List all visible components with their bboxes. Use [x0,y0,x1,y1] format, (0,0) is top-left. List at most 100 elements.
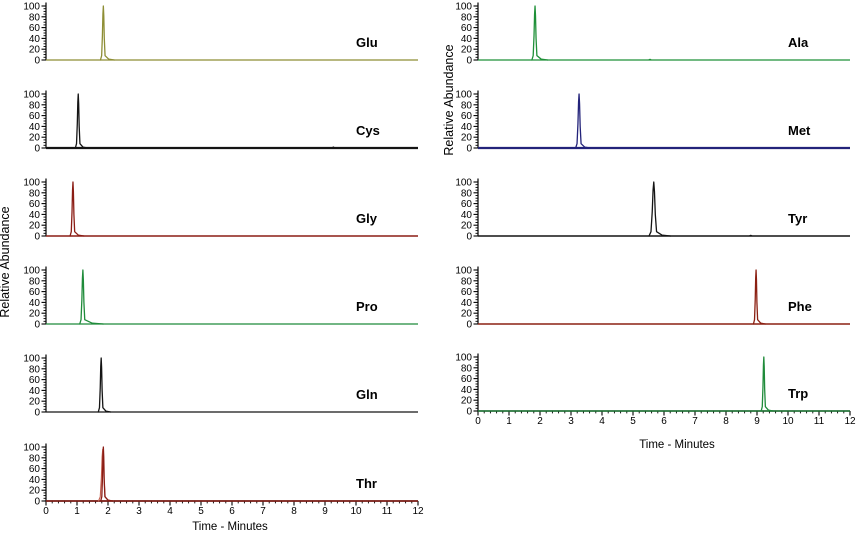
x-tick-label: 9 [322,506,328,517]
secondary-trace-thr [97,448,114,502]
trace-tyr [648,181,672,237]
y-tick-label: 40 [29,34,41,45]
y-tick-label: 100 [23,443,40,454]
peak-label-tyr: Tyr [788,211,807,226]
x-tick-label: 8 [291,506,297,517]
y-tick-label: 100 [455,266,472,277]
x-tick-label: 5 [630,416,636,427]
y-tick-label: 0 [466,320,472,331]
y-tick-label: 40 [461,210,473,221]
trace-thr [100,446,114,502]
y-tick-label: 40 [461,122,473,133]
y-tick-label: 20 [29,486,41,497]
x-tick-label: 4 [599,416,605,427]
y-tick-label: 100 [23,90,40,101]
x-tick-label: 8 [723,416,729,427]
trace-met [574,93,592,149]
x-tick-label: 6 [229,506,235,517]
y-tick-label: 80 [461,12,473,23]
peak-label-trp: Trp [788,386,808,401]
y-tick-label: 40 [461,385,473,396]
y-tick-label: 60 [29,111,41,122]
x-tick-label: 1 [74,506,80,517]
time-axis-title: Time - Minutes [192,521,268,533]
peak-label-phe: Phe [788,299,812,314]
y-tick-label: 60 [29,464,41,475]
y-tick-label: 60 [29,23,41,34]
y-tick-label: 80 [461,100,473,111]
trace-trp [760,356,774,412]
y-tick-label: 80 [29,12,41,23]
x-tick-label: 9 [754,416,760,427]
x-tick-label: 12 [844,416,856,427]
peak-label-ala: Ala [788,35,809,50]
y-tick-label: 20 [29,133,41,144]
x-tick-label: 3 [136,506,142,517]
y-tick-label: 80 [29,364,41,375]
trace-ala [531,5,549,61]
y-tick-label: 100 [455,178,472,189]
y-tick-label: 100 [23,178,40,189]
trace-glu [99,5,116,61]
x-tick-label: 2 [105,506,111,517]
relative-abundance-axis-title: Relative Abundance [442,44,456,155]
trace-cys [74,93,89,149]
y-tick-label: 60 [461,111,473,122]
x-tick-label: 7 [260,506,266,517]
x-tick-label: 5 [198,506,204,517]
peak-label-glu: Glu [356,35,378,50]
y-tick-label: 40 [29,210,41,221]
noise-blip-ala-0 [646,58,656,61]
trace-gly [69,181,85,237]
y-tick-label: 60 [29,199,41,210]
y-tick-label: 60 [461,287,473,298]
x-tick-label: 7 [692,416,698,427]
trace-gln [97,357,112,413]
x-tick-label: 11 [382,506,393,517]
y-tick-label: 80 [29,188,41,199]
x-tick-label: 6 [661,416,667,427]
y-tick-label: 60 [29,375,41,386]
x-tick-label: 10 [782,416,794,427]
y-tick-label: 100 [455,353,472,364]
y-tick-label: 20 [461,133,473,144]
y-tick-label: 0 [466,407,472,418]
x-tick-label: 12 [412,506,424,517]
y-tick-label: 80 [461,363,473,374]
y-tick-label: 40 [29,475,41,486]
y-tick-label: 0 [34,144,40,155]
relative-abundance-axis-title: Relative Abundance [0,206,12,317]
peak-label-thr: Thr [356,476,377,491]
trace-phe [752,269,767,325]
x-tick-label: 10 [350,506,362,517]
y-tick-label: 20 [29,397,41,408]
y-tick-label: 100 [23,354,40,365]
y-tick-label: 0 [34,232,40,243]
y-tick-label: 40 [461,34,473,45]
y-tick-label: 80 [29,276,41,287]
peak-label-cys: Cys [356,123,380,138]
y-tick-label: 60 [461,23,473,34]
y-tick-label: 40 [29,386,41,397]
y-tick-label: 100 [455,90,472,101]
y-tick-label: 80 [29,100,41,111]
y-tick-label: 60 [461,374,473,385]
time-axis-title: Time - Minutes [639,439,715,451]
x-tick-label: 4 [167,506,173,517]
y-tick-label: 0 [34,320,40,331]
y-tick-label: 40 [29,298,41,309]
peak-label-gly: Gly [356,211,378,226]
y-tick-label: 20 [29,309,41,320]
x-tick-label: 11 [814,416,825,427]
y-tick-label: 60 [461,199,473,210]
